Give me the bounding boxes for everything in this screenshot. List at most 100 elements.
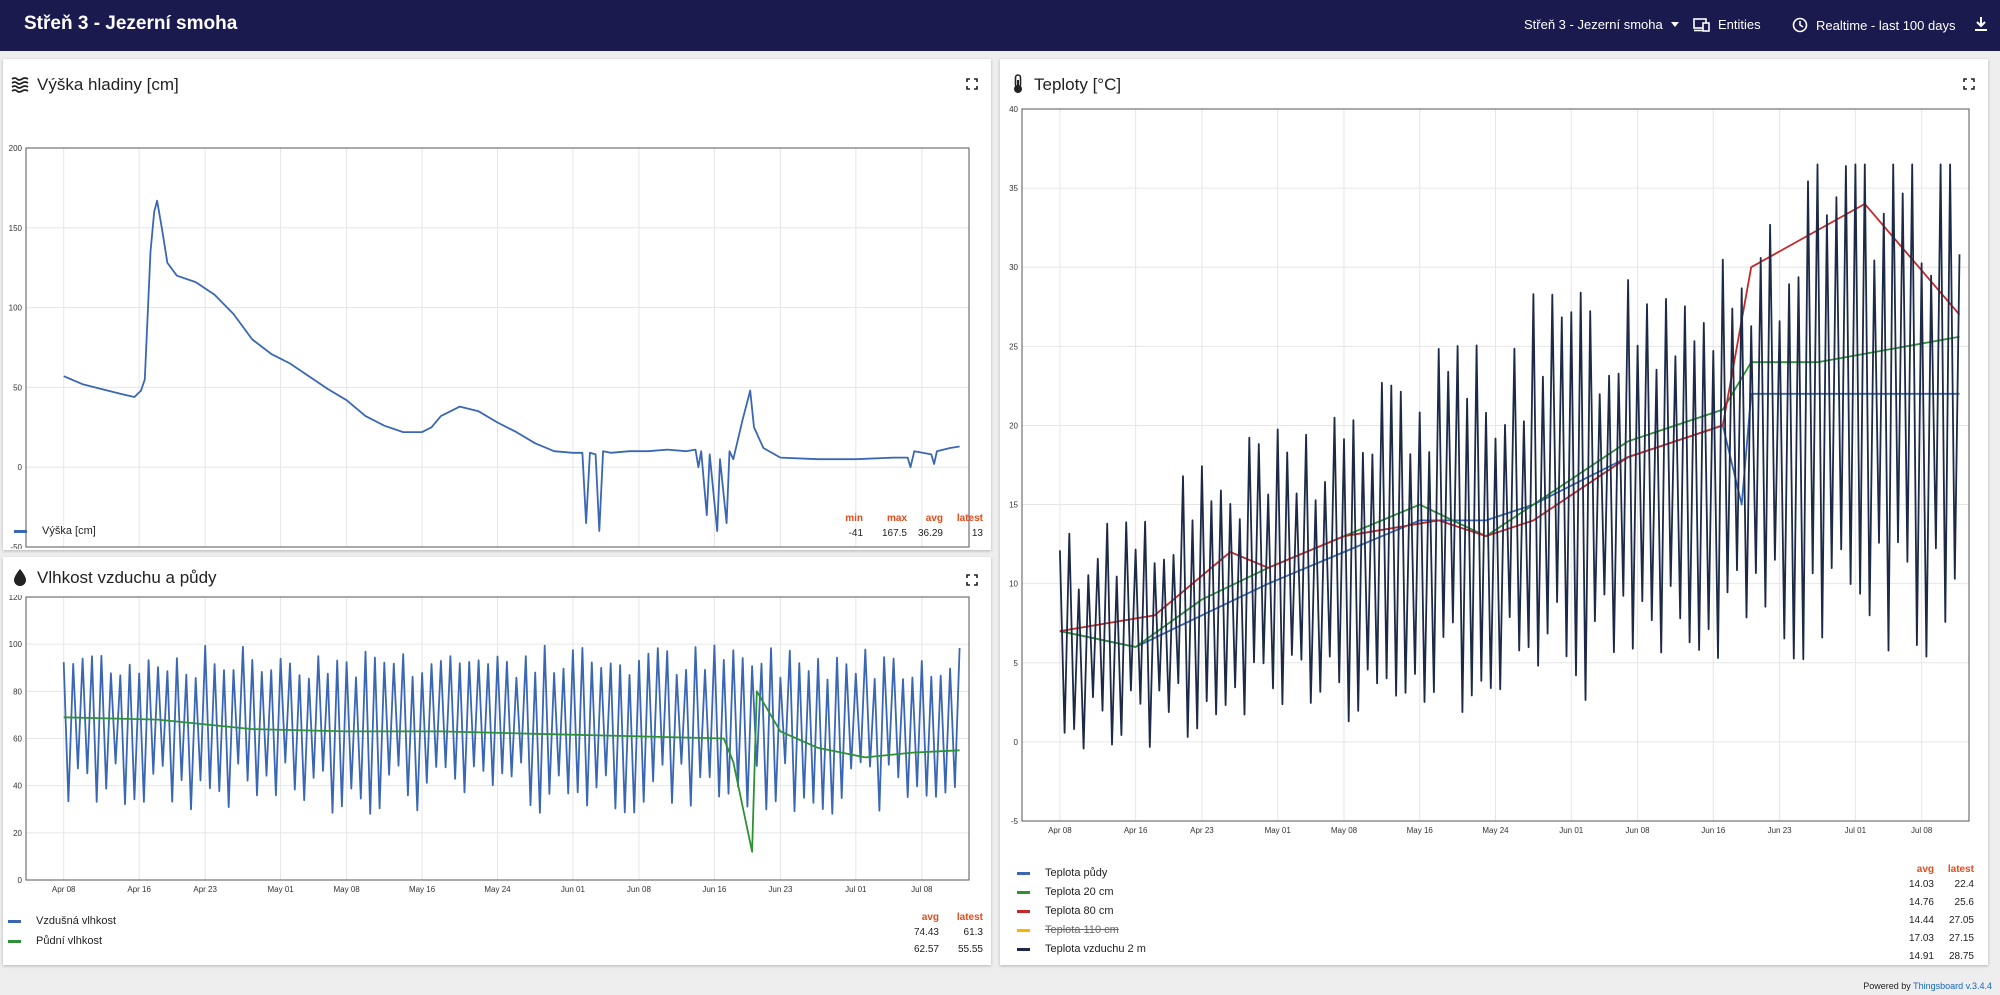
plot-frame: [25, 596, 970, 881]
y-tick-label: 150: [9, 224, 23, 233]
timewindow-button[interactable]: Realtime - last 100 days: [1792, 17, 1955, 33]
legend-label: Teplota 110 cm: [1045, 924, 1119, 936]
x-tick-label: Apr 23: [1190, 826, 1214, 835]
temp-legend-item-soil[interactable]: Teplota půdy: [1017, 867, 1107, 879]
legend-label: Půdní vlhkost: [36, 935, 103, 947]
device-selector[interactable]: Střeň 3 - Jezerní smoha: [1524, 17, 1679, 32]
y-tick-label: 100: [9, 304, 23, 313]
legend-swatch: [8, 939, 21, 943]
legend-swatch: [14, 529, 27, 533]
level-legend-item[interactable]: Výška [cm]: [14, 525, 96, 537]
x-tick-label: Jun 16: [1701, 826, 1726, 835]
download-button[interactable]: [1974, 16, 1988, 32]
legend-header-latest: latest: [956, 912, 983, 923]
legend-value-max: 167.5: [881, 528, 907, 539]
legend-label: Teplota 80 cm: [1045, 905, 1114, 917]
x-tick-label: Jun 08: [1626, 826, 1651, 835]
y-tick-label: 30: [1009, 263, 1018, 272]
chevron-down-icon: [1670, 21, 1679, 27]
series-line: [63, 199, 960, 532]
temperature-widget-title: Teploty [°C]: [1034, 75, 1122, 94]
fullscreen-icon[interactable]: [1963, 78, 1975, 90]
legend-value-latest: 55.55: [957, 944, 983, 955]
legend-label: Vzdušná vlhkost: [36, 915, 117, 927]
dashboard-title: Střeň 3 - Jezerní smoha: [24, 13, 238, 34]
humidity-widget-title: Vlhkost vzduchu a půdy: [37, 568, 217, 587]
entities-button[interactable]: Entities: [1693, 17, 1761, 32]
water-drop-icon: [14, 569, 26, 586]
legend-value-avg: 14.44: [1908, 915, 1934, 926]
y-tick-label: 60: [13, 735, 22, 744]
humidity-chart: 0 20 40 60 80 100 120 Apr 08 Apr 16 Apr 23 May 01 M…: [9, 595, 970, 894]
devices-icon: [1693, 17, 1710, 32]
temp-legend-item-20cm[interactable]: Teplota 20 cm: [1017, 886, 1113, 898]
y-tick-label: 5: [1014, 659, 1019, 668]
y-tick-label: 25: [1009, 342, 1018, 351]
x-tick-label: May 24: [484, 885, 511, 894]
y-tick-label: 10: [1009, 580, 1018, 589]
footer-brand-link[interactable]: Thingsboard v.3.4.4: [1913, 981, 1992, 991]
temperature-chart: -5 0 5 10 15 20 25 30 35 40 Apr 08 Apr 16 Apr 23 May …: [1009, 105, 1970, 835]
top-bar: Střeň 3 - Jezerní smoha Střeň 3 - Jezern…: [0, 0, 2000, 51]
footer-prefix: Powered by: [1863, 981, 1911, 991]
x-tick-label: Jun 01: [1559, 826, 1584, 835]
legend-swatch: [8, 919, 21, 923]
download-icon: [1975, 17, 1987, 31]
humidity-legend-item-soil[interactable]: Půdní vlhkost: [8, 935, 102, 947]
fullscreen-icon[interactable]: [966, 574, 978, 586]
legend-header-avg: avg: [925, 513, 943, 524]
x-tick-label: May 24: [1482, 826, 1509, 835]
legend-value-latest: 22.4: [1954, 879, 1974, 890]
x-tick-label: Jul 01: [845, 885, 867, 894]
legend-label: Výška [cm]: [42, 525, 96, 537]
x-tick-label: May 01: [267, 885, 294, 894]
x-tick-label: Apr 16: [127, 885, 151, 894]
x-tick-label: Apr 23: [193, 885, 217, 894]
temp-legend-item-air[interactable]: Teplota vzduchu 2 m: [1017, 943, 1146, 955]
clock-icon: [1792, 17, 1808, 33]
x-tick-label: Jul 01: [1845, 826, 1867, 835]
y-tick-label: 50: [13, 383, 22, 392]
x-tick-label: Jun 23: [768, 885, 793, 894]
y-tick-label: 40: [1009, 105, 1018, 114]
y-tick-label: 100: [9, 640, 23, 649]
thermometer-icon: [1014, 74, 1022, 93]
legend-value-latest: 61.3: [963, 927, 983, 938]
entities-label: Entities: [1718, 17, 1761, 32]
x-tick-label: Jul 08: [911, 885, 933, 894]
x-tick-label: Apr 16: [1124, 826, 1148, 835]
legend-value-avg: 17.03: [1908, 933, 1934, 944]
humidity-widget: Vlhkost vzduchu a půdy 0 20 40 60 80 100 120 Ap…: [3, 557, 991, 965]
temp-legend-item-80cm[interactable]: Teplota 80 cm: [1017, 905, 1113, 917]
plot-frame: [25, 147, 970, 548]
y-tick-label: 80: [13, 687, 22, 696]
x-tick-label: Jul 08: [1911, 826, 1933, 835]
temperature-widget: Teploty [°C] -5 0 5 10 15 20 25 30 35 40 Apr 08 Apr…: [1000, 59, 1988, 965]
y-tick-label: 35: [1009, 184, 1018, 193]
legend-value-latest: 25.6: [1954, 897, 1974, 908]
timewindow-label: Realtime - last 100 days: [1816, 17, 1956, 33]
legend-value-latest: 27.05: [1948, 915, 1974, 926]
x-tick-label: May 16: [409, 885, 436, 894]
legend-header-latest: latest: [1947, 864, 1974, 875]
y-tick-label: 15: [1009, 501, 1018, 510]
legend-value-avg: 62.57: [913, 944, 939, 955]
x-tick-label: May 16: [1407, 826, 1434, 835]
series-line: [63, 690, 960, 853]
temp-legend-item-110cm[interactable]: Teplota 110 cm: [1017, 924, 1119, 936]
y-tick-label: 120: [9, 595, 23, 602]
legend-swatch: [1017, 947, 1030, 951]
legend-swatch: [1017, 928, 1030, 932]
legend-value-latest: 27.15: [1948, 933, 1974, 944]
x-tick-label: Jun 23: [1768, 826, 1793, 835]
humidity-legend-item-air[interactable]: Vzdušná vlhkost: [8, 915, 116, 927]
y-tick-label: 0: [18, 876, 23, 885]
fullscreen-icon[interactable]: [966, 78, 978, 90]
legend-value-avg: 14.03: [1908, 879, 1934, 890]
x-tick-label: May 01: [1265, 826, 1292, 835]
legend-value-latest: 13: [971, 528, 983, 539]
y-tick-label: 0: [18, 463, 23, 472]
legend-header-latest: latest: [956, 513, 983, 524]
x-tick-label: Jun 16: [702, 885, 727, 894]
